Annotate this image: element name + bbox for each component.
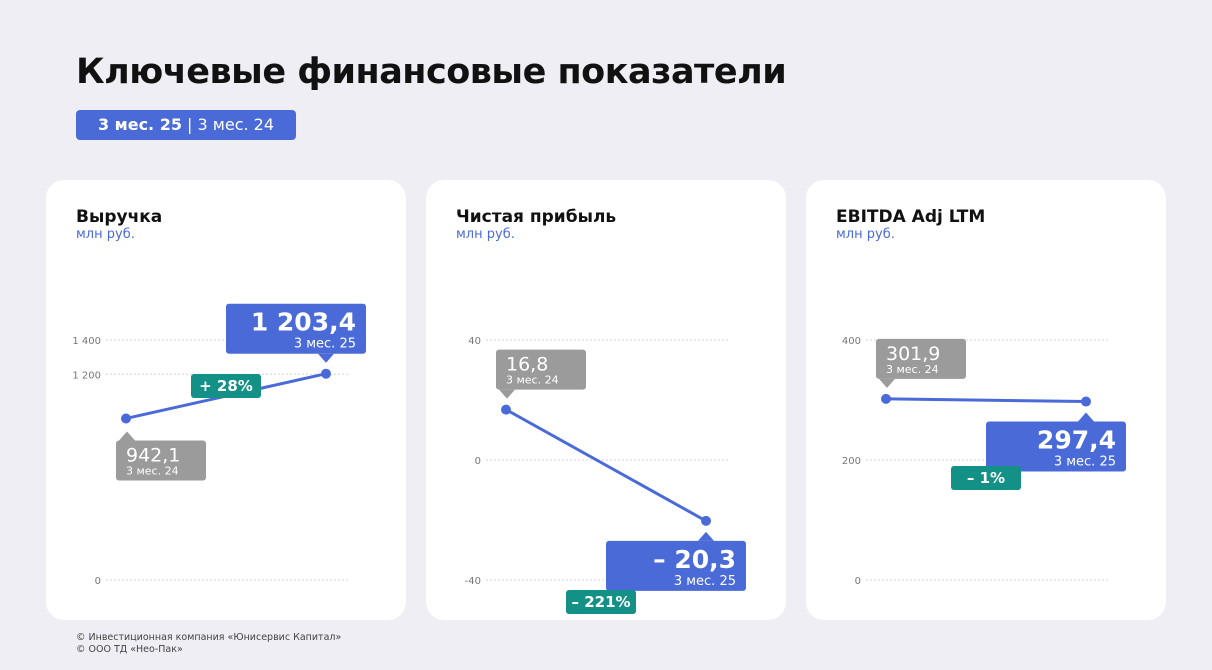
footer: © Инвестиционная компания «Юнисервис Кап… (76, 632, 341, 656)
footer-line: © Инвестиционная компания «Юнисервис Кап… (76, 632, 342, 643)
curr-value-callout-pointer (698, 531, 714, 541)
chart-unit: млн руб. (456, 227, 515, 242)
prev-value-callout (116, 431, 206, 481)
series-line (504, 408, 708, 523)
prev-period-label: 3 мес. 24 (126, 464, 179, 477)
prev-value-label: 301,9 (886, 343, 940, 365)
curr-value-label: 1 203,4 (251, 308, 356, 337)
change-badge (191, 374, 261, 398)
curr-period-label: 3 мес. 25 (1054, 455, 1116, 470)
chart-title: EBITDA Adj LTM (836, 207, 986, 227)
y-tick-label: 0 (475, 456, 481, 467)
series-line (884, 397, 1088, 404)
curr-value-callout (606, 531, 746, 591)
y-tick-label: 40 (468, 336, 481, 347)
data-point (701, 515, 711, 526)
curr-value-callout-box (986, 421, 1126, 472)
curr-value-callout-box (226, 303, 366, 354)
prev-value-callout (496, 349, 586, 399)
page-title: Ключевые финансовые показатели (76, 52, 787, 92)
curr-value-callout-pointer (1078, 412, 1094, 422)
net-profit-chart: -40 0 40 16,83 мес. 24 – 20,33 мес. 25 – 221% (465, 336, 746, 614)
curr-value-callout-pointer (318, 353, 334, 363)
chart-unit: млн руб. (836, 227, 895, 242)
y-tick-label: -40 (465, 576, 481, 587)
change-label: – 1% (967, 469, 1005, 487)
data-point (501, 404, 511, 415)
y-tick-label: 0 (855, 576, 861, 587)
revenue-chart: 0 1 200 1 400 942,13 мес. 24 1 203,43 мес. 2… (72, 303, 366, 587)
prev-value-callout-box (116, 440, 206, 481)
prev-period-label: 3 мес. 24 (886, 363, 939, 376)
change-label: – 221% (571, 593, 630, 611)
curr-value-label: 297,4 (1037, 426, 1116, 455)
chart-unit: млн руб. (76, 227, 135, 242)
prev-value-callout (876, 338, 966, 388)
curr-value-callout (226, 303, 366, 363)
prev-value-label: 16,8 (506, 354, 548, 376)
period-previous: 3 мес. 24 (197, 115, 275, 134)
curr-value-callout (986, 412, 1126, 472)
y-tick-label: 1 200 (72, 370, 101, 381)
prev-value-callout-box (876, 338, 966, 379)
change-badge (951, 466, 1021, 490)
data-point (1081, 396, 1091, 407)
period-separator: | (181, 115, 198, 134)
period-current: 3 мес. 25 (97, 115, 182, 134)
chart-title: Выручка (76, 207, 163, 227)
ebitda-chart: 0 200 400 301,93 мес. 24 297,43 мес. 25 – 1% (842, 336, 1126, 587)
data-point (881, 393, 891, 404)
prev-value-callout-pointer (499, 389, 515, 399)
data-point (321, 368, 331, 379)
ebitda-card: EBITDA Adj LTM млн руб. 0 200 400 301,9 3 ме… (806, 180, 1166, 620)
change-label: + 28% (199, 377, 253, 395)
prev-period-label: 3 мес. 24 (506, 374, 559, 387)
y-tick-label: 0 (95, 576, 101, 587)
change-badge (566, 590, 636, 614)
y-tick-label: 200 (842, 456, 861, 467)
curr-period-label: 3 мес. 25 (294, 337, 356, 352)
y-tick-label: 1 400 (72, 336, 101, 347)
data-point (121, 413, 131, 424)
curr-period-label: 3 мес. 25 (674, 574, 736, 589)
prev-value-callout-pointer (879, 378, 895, 388)
chart-title: Чистая прибыль (456, 207, 617, 227)
curr-value-label: – 20,3 (653, 545, 736, 574)
footer-line: © ООО ТД «Нео-Пак» (76, 644, 183, 655)
prev-value-callout-box (496, 349, 586, 390)
prev-value-callout-pointer (119, 431, 135, 441)
net-profit-card: Чистая прибыль млн руб. -40 0 40 16,8 3 мес.… (426, 180, 786, 620)
y-tick-label: 400 (842, 336, 861, 347)
period-badge: 3 мес. 25 | 3 мес. 24 (76, 110, 296, 140)
curr-value-callout-box (606, 540, 746, 591)
prev-value-label: 942,1 (126, 444, 180, 466)
